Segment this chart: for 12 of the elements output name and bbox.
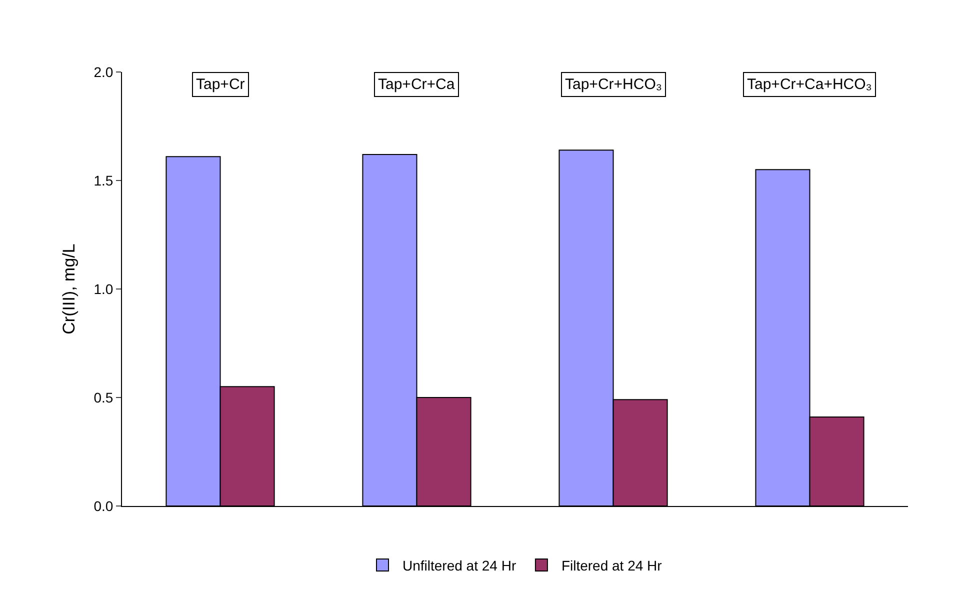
- x-tick-label: Tap+Cr+Ca: [378, 76, 456, 93]
- x-tick-label: Tap+Cr+HCO₃: [565, 76, 662, 93]
- y-tick-label: 0.5: [94, 389, 114, 406]
- legend-label: Unfiltered at 24 Hr: [402, 557, 516, 574]
- legend-label: Filtered at 24 Hr: [561, 557, 662, 574]
- y-tick-label: 1.0: [94, 280, 114, 297]
- y-tick-label: 2.0: [94, 64, 114, 80]
- y-tick-label: 1.5: [94, 172, 114, 188]
- x-tick-label: Tap+Cr: [196, 76, 245, 93]
- x-tick-label: Tap+Cr+Ca+HCO₃: [747, 76, 872, 93]
- y-tick-label: 0.0: [94, 498, 114, 514]
- y-axis-title: Cr(III), mg/L: [59, 244, 78, 334]
